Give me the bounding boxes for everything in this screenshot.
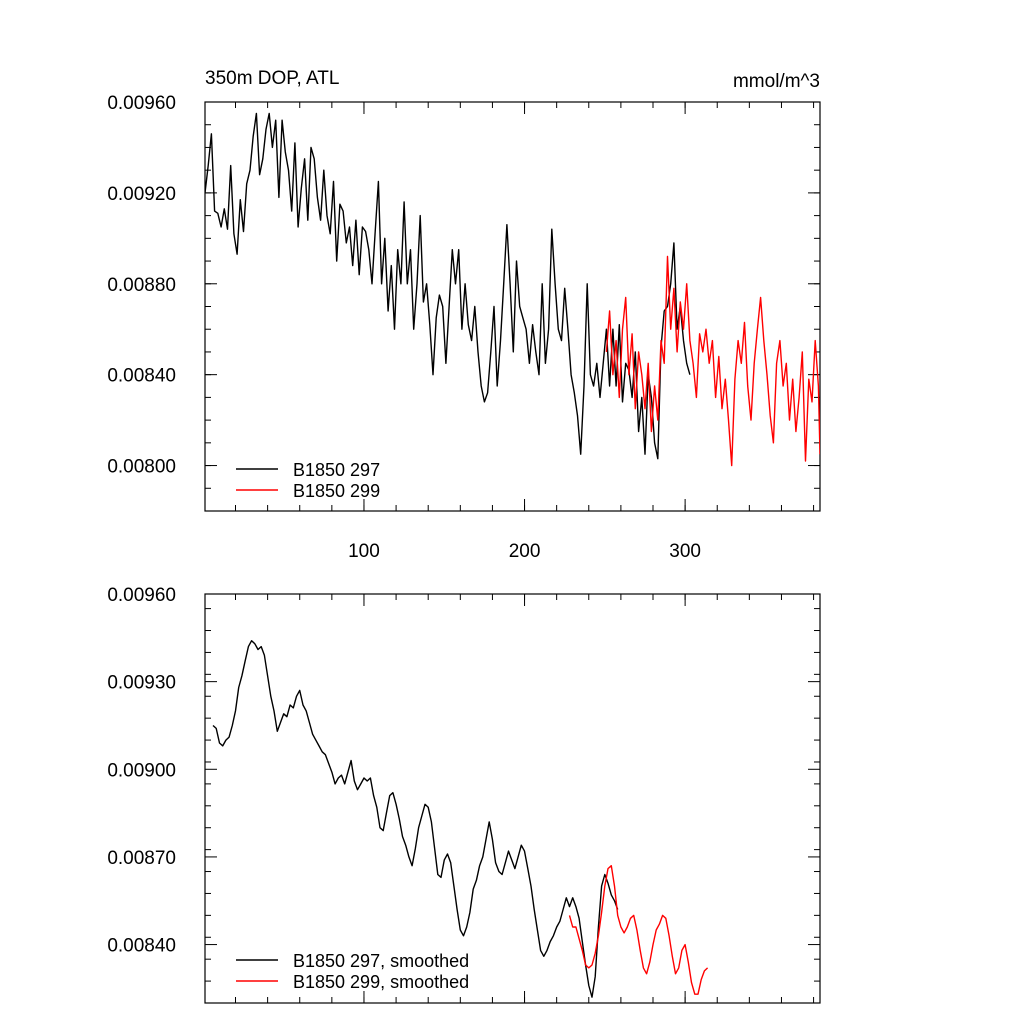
plot-frame: [204, 101, 821, 512]
legend-label-b1850-297: B1850 297: [293, 460, 380, 480]
x-tick-label: 300: [669, 541, 701, 562]
y-tick-label: 0.00880: [107, 275, 176, 296]
plot-frame: [204, 593, 821, 1004]
y-tick-label: 0.00930: [107, 673, 176, 694]
series-line-b1850-297: [205, 112, 691, 460]
top-legend: B1850 297 B1850 299: [236, 460, 380, 501]
legend-label-b1850-297-smoothed: B1850 297, smoothed: [293, 951, 469, 971]
y-tick-label: 0.00920: [107, 184, 176, 205]
y-tick-label: 0.00870: [107, 848, 176, 869]
y-tick-label: 0.00840: [107, 366, 176, 387]
units-label: mmol/m^3: [733, 71, 820, 92]
series-line-b1850-297-smoothed: [212, 640, 619, 998]
x-tick-label: 200: [509, 541, 541, 562]
series-line-b1850-299: [605, 255, 820, 467]
y-tick-label: 0.00840: [107, 936, 176, 957]
bottom-legend: B1850 297, smoothed B1850 299, smoothed: [236, 951, 469, 992]
y-tick-label: 0.00960: [107, 93, 176, 114]
x-tick-label: 100: [348, 541, 380, 562]
top-panel: 350m DOP, ATL mmol/m^3 B1850 297 B1850 2…: [107, 68, 821, 562]
series-line-b1850-299-smoothed: [568, 865, 709, 995]
y-tick-label: 0.00900: [107, 760, 176, 781]
legend-label-b1850-299-smoothed: B1850 299, smoothed: [293, 972, 469, 992]
y-tick-label: 0.00960: [107, 585, 176, 606]
y-tick-label: 0.00800: [107, 457, 176, 478]
chart-title: 350m DOP, ATL: [205, 68, 339, 89]
legend-label-b1850-299: B1850 299: [293, 481, 380, 501]
bottom-panel: B1850 297, smoothed B1850 299, smoothed …: [107, 585, 821, 1004]
